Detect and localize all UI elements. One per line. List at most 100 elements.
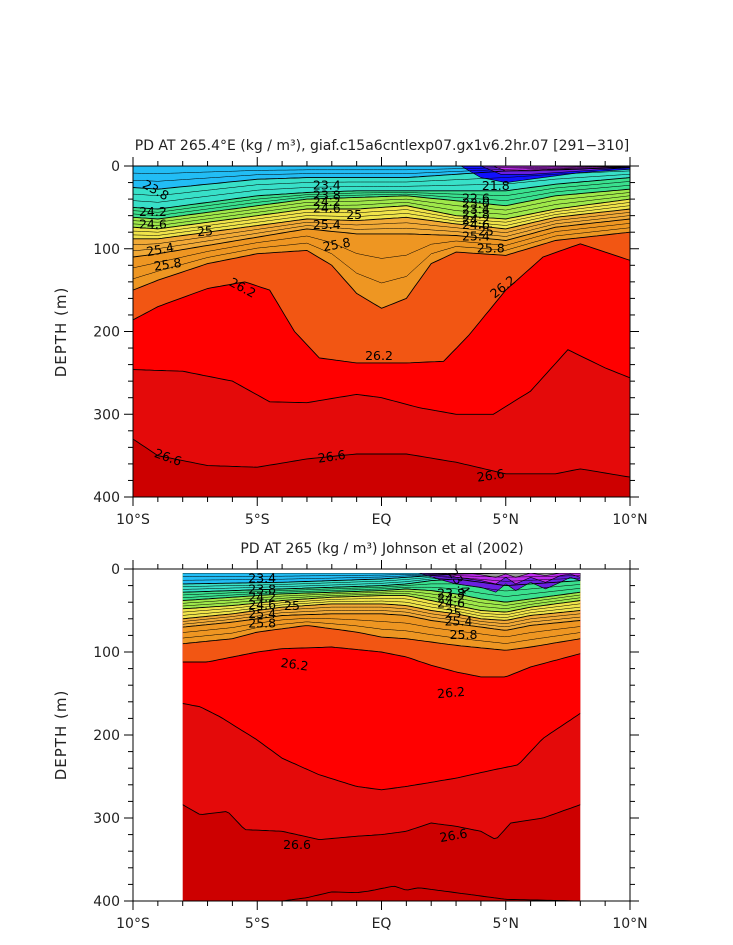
y-tick-label: 200 xyxy=(93,325,120,341)
contour-23.8 xyxy=(182,573,581,585)
contour-label: 25 xyxy=(478,224,494,239)
contour-label: 24.2 xyxy=(462,212,490,227)
contour-label: 24.6 xyxy=(437,595,465,610)
x-tick-label: 5°S xyxy=(245,916,270,932)
contour-26.6 xyxy=(182,804,581,840)
contour-label: 25.4 xyxy=(462,229,490,244)
contour-24.6 xyxy=(182,588,581,603)
contour-minor xyxy=(182,593,581,609)
contour-minor xyxy=(182,583,581,596)
contour-minor xyxy=(182,575,581,587)
contour-label: 22.6 xyxy=(462,191,490,206)
contour-minor xyxy=(133,205,630,236)
contour-label: 24.2 xyxy=(437,590,465,605)
contour-minor xyxy=(182,606,581,624)
y-axis-label: DEPTH (m) xyxy=(52,690,70,781)
y-tick-label: 300 xyxy=(93,811,120,827)
contour-label: 26.2 xyxy=(436,684,465,701)
x-tick-label: 5°N xyxy=(493,916,519,932)
contour-label: 25 xyxy=(196,223,213,239)
contour-minor xyxy=(182,598,581,616)
contour-minor xyxy=(182,577,581,590)
contour-minor xyxy=(133,166,630,182)
contour-label: 24.2 xyxy=(248,590,276,605)
contour-label: 23.4 xyxy=(313,177,341,192)
contour-25 xyxy=(182,595,581,613)
contour-minor xyxy=(133,184,630,216)
y-tick-label: 100 xyxy=(93,645,120,661)
contour-label: 24.6 xyxy=(462,217,490,232)
contour-25.4 xyxy=(182,603,581,621)
contour-25 xyxy=(133,198,630,230)
contour-label: 25.8 xyxy=(477,240,505,255)
contour-label: 24.6 xyxy=(313,201,341,216)
contour-label: 25.8 xyxy=(153,255,183,274)
contour-label: 26.6 xyxy=(476,466,506,485)
x-tick-label: EQ xyxy=(372,916,392,932)
contour-minor xyxy=(133,173,630,203)
contour-minor xyxy=(182,600,581,618)
x-tick-label: 10°N xyxy=(612,916,647,932)
x-tick-label: 5°N xyxy=(493,512,519,528)
x-tick-label: 5°S xyxy=(245,512,270,528)
y-tick-label: 200 xyxy=(93,728,120,744)
contour-minor xyxy=(182,573,581,577)
x-tick-label: 10°S xyxy=(116,916,150,932)
contour-label: 21.8 xyxy=(482,178,510,193)
contour-26.4 xyxy=(182,703,581,791)
contour-label: 24.2 xyxy=(139,204,167,219)
contour-label: 24.6 xyxy=(139,216,167,231)
contour-26.2 xyxy=(182,646,581,678)
contour-minor xyxy=(133,227,630,284)
contour-label: 25.4 xyxy=(313,217,341,232)
contour-minor xyxy=(182,586,581,598)
contour-24.6 xyxy=(133,188,630,220)
plot-area: 23.824.224.6 2525.425.826.226.623.423.824… xyxy=(93,157,648,528)
x-tick-label: 10°S xyxy=(116,512,150,528)
contour-label: 25.4 xyxy=(248,606,276,621)
contour-label: 25.8 xyxy=(248,615,276,630)
contour-label: 24.2 xyxy=(313,194,341,209)
contour-26 xyxy=(182,625,581,651)
contour-25.8 xyxy=(133,218,630,258)
contour-minor xyxy=(133,202,630,233)
y-tick-label: 300 xyxy=(93,407,120,423)
contour-label: 23.0 xyxy=(462,196,490,211)
y-tick-label: 0 xyxy=(111,159,120,175)
contour-minor xyxy=(133,212,630,246)
contour-minor xyxy=(182,621,581,644)
model-panel: PD AT 265.4°E (kg / m³), giaf.c15a6cntle… xyxy=(52,138,648,528)
y-tick-label: 0 xyxy=(111,562,120,578)
contour-minor xyxy=(133,181,630,213)
y-tick-label: 400 xyxy=(93,490,120,506)
contour-label: 23.8 xyxy=(462,206,490,221)
panel-title: PD AT 265 (kg / m³) Johnson et al (2002) xyxy=(240,541,523,557)
contour-24.2 xyxy=(182,578,581,593)
x-tick-label: EQ xyxy=(372,512,392,528)
y-tick-label: 400 xyxy=(93,894,120,910)
contour-label: 26.6 xyxy=(438,826,468,846)
contour-label: 23.8 xyxy=(313,187,341,202)
contour-23.8 xyxy=(133,167,630,190)
contour-label: 26.6 xyxy=(283,837,311,852)
contour-label: 26.6 xyxy=(317,447,347,466)
contour-label: 23.4 xyxy=(462,201,490,216)
surface-fill xyxy=(467,573,581,578)
contour-25.4 xyxy=(133,208,630,240)
contour-26.2 xyxy=(133,243,630,364)
contour-label: 24.6 xyxy=(248,597,276,612)
contour-label: 25.4 xyxy=(445,614,473,629)
contour-label: 23.8 xyxy=(248,581,276,596)
plot-area: 23.423.824.224.6 2525.425.826.226.623.423… xyxy=(93,560,648,932)
contour-26.6 xyxy=(133,438,630,478)
y-axis-label: DEPTH (m) xyxy=(52,287,70,378)
contour-26 xyxy=(133,231,630,309)
contour-minor xyxy=(133,166,630,174)
panel-title: PD AT 265.4°E (kg / m³), giaf.c15a6cntle… xyxy=(135,138,629,154)
contour-minor xyxy=(182,617,581,638)
contour-label: 26.2 xyxy=(365,348,393,363)
contour-label: 25 xyxy=(446,605,462,620)
contour-label: 26.2 xyxy=(280,655,310,674)
contour-label: 25 xyxy=(346,207,362,222)
